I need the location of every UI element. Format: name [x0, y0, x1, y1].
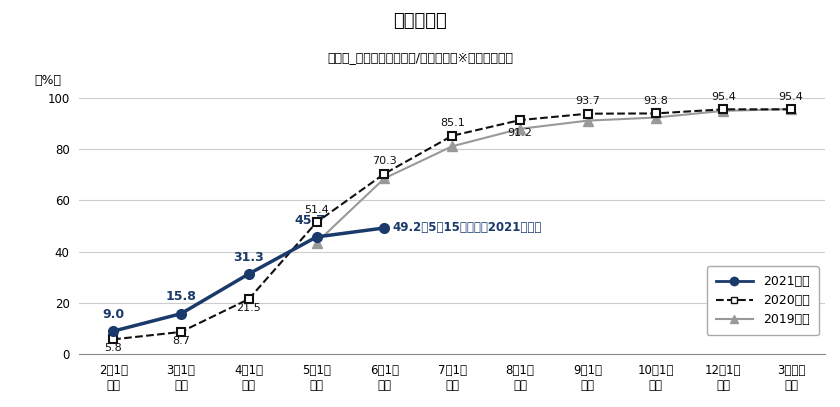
- Text: 70.3: 70.3: [372, 156, 396, 166]
- Text: 85.1: 85.1: [440, 118, 465, 128]
- Text: 大学生_全体（就職志望者/単一回答）※大学院生除く: 大学生_全体（就職志望者/単一回答）※大学院生除く: [327, 51, 513, 64]
- Text: 91.2: 91.2: [507, 128, 533, 138]
- Text: 51.4: 51.4: [304, 205, 329, 214]
- Text: 49.2：5月15日時点（2021年卒）: 49.2：5月15日時点（2021年卒）: [392, 221, 542, 234]
- Text: 15.8: 15.8: [165, 291, 197, 304]
- Text: 就職内定率: 就職内定率: [393, 12, 447, 30]
- Text: 45.7: 45.7: [294, 214, 325, 227]
- Text: 21.5: 21.5: [236, 303, 261, 313]
- Legend: 2021年卒, 2020年卒, 2019年卒: 2021年卒, 2020年卒, 2019年卒: [707, 266, 819, 335]
- Text: 95.4: 95.4: [779, 92, 804, 102]
- Text: 8.7: 8.7: [172, 336, 190, 346]
- Text: 5.8: 5.8: [104, 343, 122, 353]
- Text: 31.3: 31.3: [234, 251, 264, 264]
- Text: 93.8: 93.8: [643, 96, 668, 106]
- Text: 9.0: 9.0: [102, 308, 124, 321]
- Text: 95.4: 95.4: [711, 92, 736, 102]
- Text: （%）: （%）: [34, 74, 61, 87]
- Text: 93.7: 93.7: [575, 96, 600, 106]
